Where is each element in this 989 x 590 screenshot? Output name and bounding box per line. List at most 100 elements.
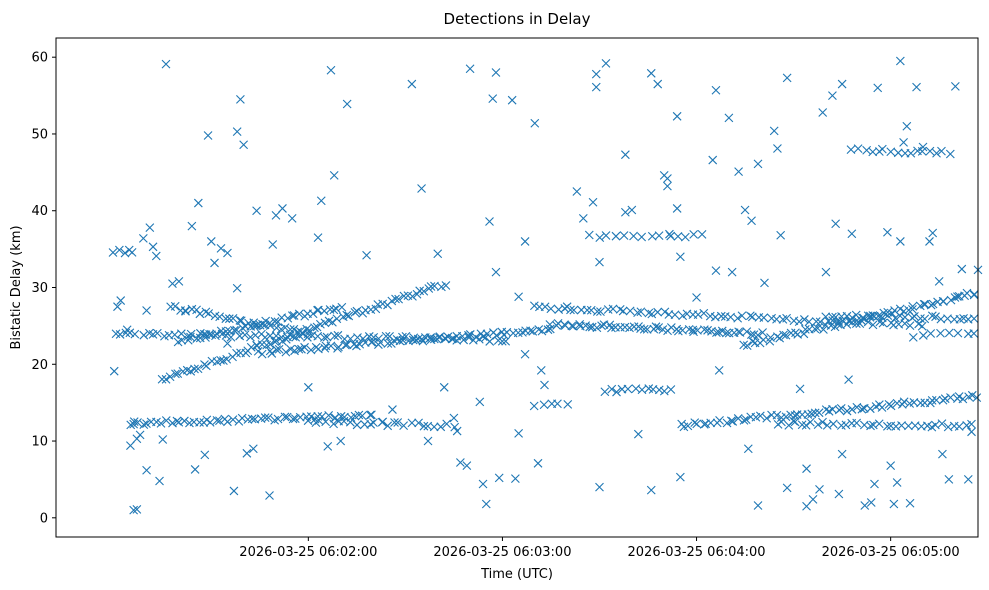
data-point <box>352 306 362 316</box>
data-point <box>769 126 779 136</box>
data-point <box>475 397 485 407</box>
data-point <box>238 323 247 333</box>
data-point <box>937 419 947 429</box>
data-point <box>776 230 786 240</box>
data-point <box>726 312 735 322</box>
data-point <box>205 418 215 427</box>
data-point <box>711 85 721 95</box>
data-point <box>383 421 393 431</box>
data-point <box>758 328 767 337</box>
data-point <box>441 281 451 290</box>
data-point <box>939 296 948 306</box>
x-axis-title: Time (UTC) <box>480 567 553 582</box>
data-point <box>407 418 417 428</box>
data-point <box>805 417 815 427</box>
data-point <box>578 214 588 223</box>
data-point <box>678 311 688 321</box>
data-point <box>138 233 148 243</box>
data-point <box>336 411 346 421</box>
data-point <box>584 230 594 240</box>
x-tick-label: 2026-03-25 06:04:00 <box>628 545 766 560</box>
data-point <box>615 305 625 314</box>
data-point <box>388 405 397 414</box>
data-point <box>954 392 964 401</box>
data-point <box>320 343 330 353</box>
data-point <box>870 479 879 489</box>
data-point <box>252 206 261 216</box>
data-point <box>274 344 284 354</box>
data-point <box>510 474 520 484</box>
data-point <box>129 505 139 515</box>
data-point <box>955 314 965 324</box>
data-point <box>265 491 274 500</box>
data-point <box>969 314 979 324</box>
data-point <box>895 311 905 321</box>
data-point <box>675 252 685 262</box>
data-point <box>369 332 379 342</box>
data-point <box>540 380 549 390</box>
data-point <box>781 330 791 340</box>
data-point <box>847 313 857 322</box>
data-point <box>228 313 238 323</box>
data-point <box>313 233 323 242</box>
data-point <box>967 419 976 429</box>
data-point <box>591 69 601 79</box>
data-point <box>886 401 896 411</box>
data-point <box>620 207 630 217</box>
data-point <box>789 416 798 426</box>
data-point <box>717 326 727 336</box>
data-point <box>215 416 224 426</box>
data-point <box>794 317 804 326</box>
data-point <box>562 302 572 312</box>
data-point <box>897 421 906 430</box>
data-point <box>378 417 388 427</box>
data-point <box>672 111 682 121</box>
data-point <box>663 181 672 191</box>
data-point <box>918 142 928 152</box>
data-point <box>171 369 180 379</box>
data-point <box>324 411 334 420</box>
data-point <box>273 414 283 424</box>
data-point <box>689 229 699 239</box>
data-point <box>195 417 204 427</box>
data-point <box>607 384 617 394</box>
data-point <box>232 325 241 335</box>
data-point <box>745 311 755 321</box>
data-point <box>442 419 452 429</box>
data-point <box>653 307 663 317</box>
data-point <box>708 155 718 165</box>
data-point <box>282 412 292 422</box>
data-point <box>408 291 417 301</box>
data-point <box>773 144 782 153</box>
data-point <box>285 325 295 334</box>
data-point <box>868 420 878 430</box>
data-point <box>130 329 140 339</box>
data-point <box>837 79 847 89</box>
data-point <box>474 334 484 344</box>
data-point <box>841 420 851 430</box>
data-point <box>116 296 126 305</box>
data-point <box>862 145 872 155</box>
data-point <box>258 319 267 329</box>
data-point <box>394 294 404 304</box>
data-point <box>193 364 203 374</box>
data-point <box>900 319 910 328</box>
data-point <box>905 321 915 331</box>
data-point <box>712 328 721 338</box>
data-point <box>639 324 649 334</box>
y-tick-label: 10 <box>31 435 48 450</box>
data-point <box>837 449 847 459</box>
data-point <box>236 95 245 104</box>
data-point <box>866 498 876 507</box>
data-point <box>568 321 578 331</box>
data-point <box>925 398 935 408</box>
data-point <box>161 374 171 384</box>
data-point <box>910 311 919 321</box>
data-point <box>436 422 446 432</box>
data-point <box>895 237 905 246</box>
x-axis: 2026-03-25 06:02:00 2026-03-25 06:03:00 20… <box>239 537 960 560</box>
data-point <box>240 330 250 340</box>
data-point <box>248 444 258 454</box>
data-point <box>168 279 177 289</box>
data-point <box>925 146 935 156</box>
